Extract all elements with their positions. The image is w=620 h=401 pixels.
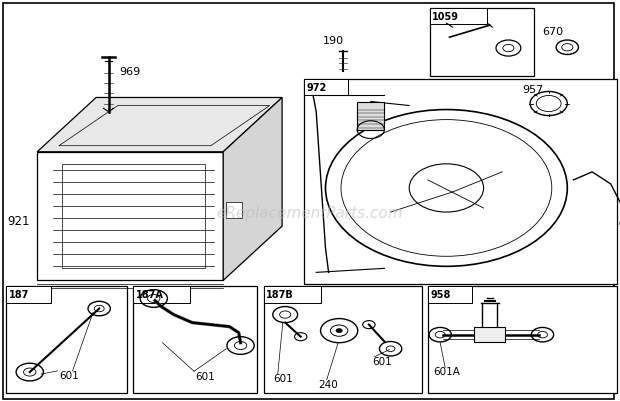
Bar — [226, 203, 242, 219]
Text: 187A: 187A — [136, 290, 164, 300]
Bar — [428, 287, 472, 303]
Polygon shape — [37, 98, 282, 152]
Text: 957: 957 — [523, 85, 544, 95]
Bar — [6, 287, 51, 303]
Bar — [428, 287, 617, 393]
Text: 958: 958 — [430, 290, 451, 300]
Bar — [304, 80, 348, 96]
Bar — [430, 9, 487, 25]
Text: 601: 601 — [273, 373, 293, 383]
Text: 240: 240 — [318, 379, 338, 389]
Text: 972: 972 — [306, 83, 327, 93]
Text: 921: 921 — [7, 214, 30, 227]
Text: 601A: 601A — [433, 366, 459, 376]
Circle shape — [336, 329, 342, 333]
Text: 969: 969 — [120, 67, 141, 77]
Bar — [264, 287, 422, 393]
Bar — [357, 102, 384, 130]
Text: 601: 601 — [372, 356, 392, 366]
Bar — [304, 80, 617, 285]
Text: 187B: 187B — [266, 290, 294, 300]
Bar — [62, 164, 205, 269]
Text: 670: 670 — [542, 27, 564, 37]
Text: 190: 190 — [322, 36, 343, 46]
Text: 601: 601 — [59, 370, 79, 380]
Polygon shape — [223, 98, 282, 281]
Bar — [264, 287, 321, 303]
Text: 1059: 1059 — [432, 12, 459, 22]
Bar — [430, 9, 534, 77]
Bar — [133, 287, 257, 393]
Bar — [6, 287, 127, 393]
Text: 601: 601 — [195, 371, 215, 381]
Text: 187: 187 — [9, 290, 29, 300]
Text: eReplacementParts.com: eReplacementParts.com — [216, 205, 404, 220]
Bar — [474, 328, 505, 342]
Bar — [133, 287, 190, 303]
